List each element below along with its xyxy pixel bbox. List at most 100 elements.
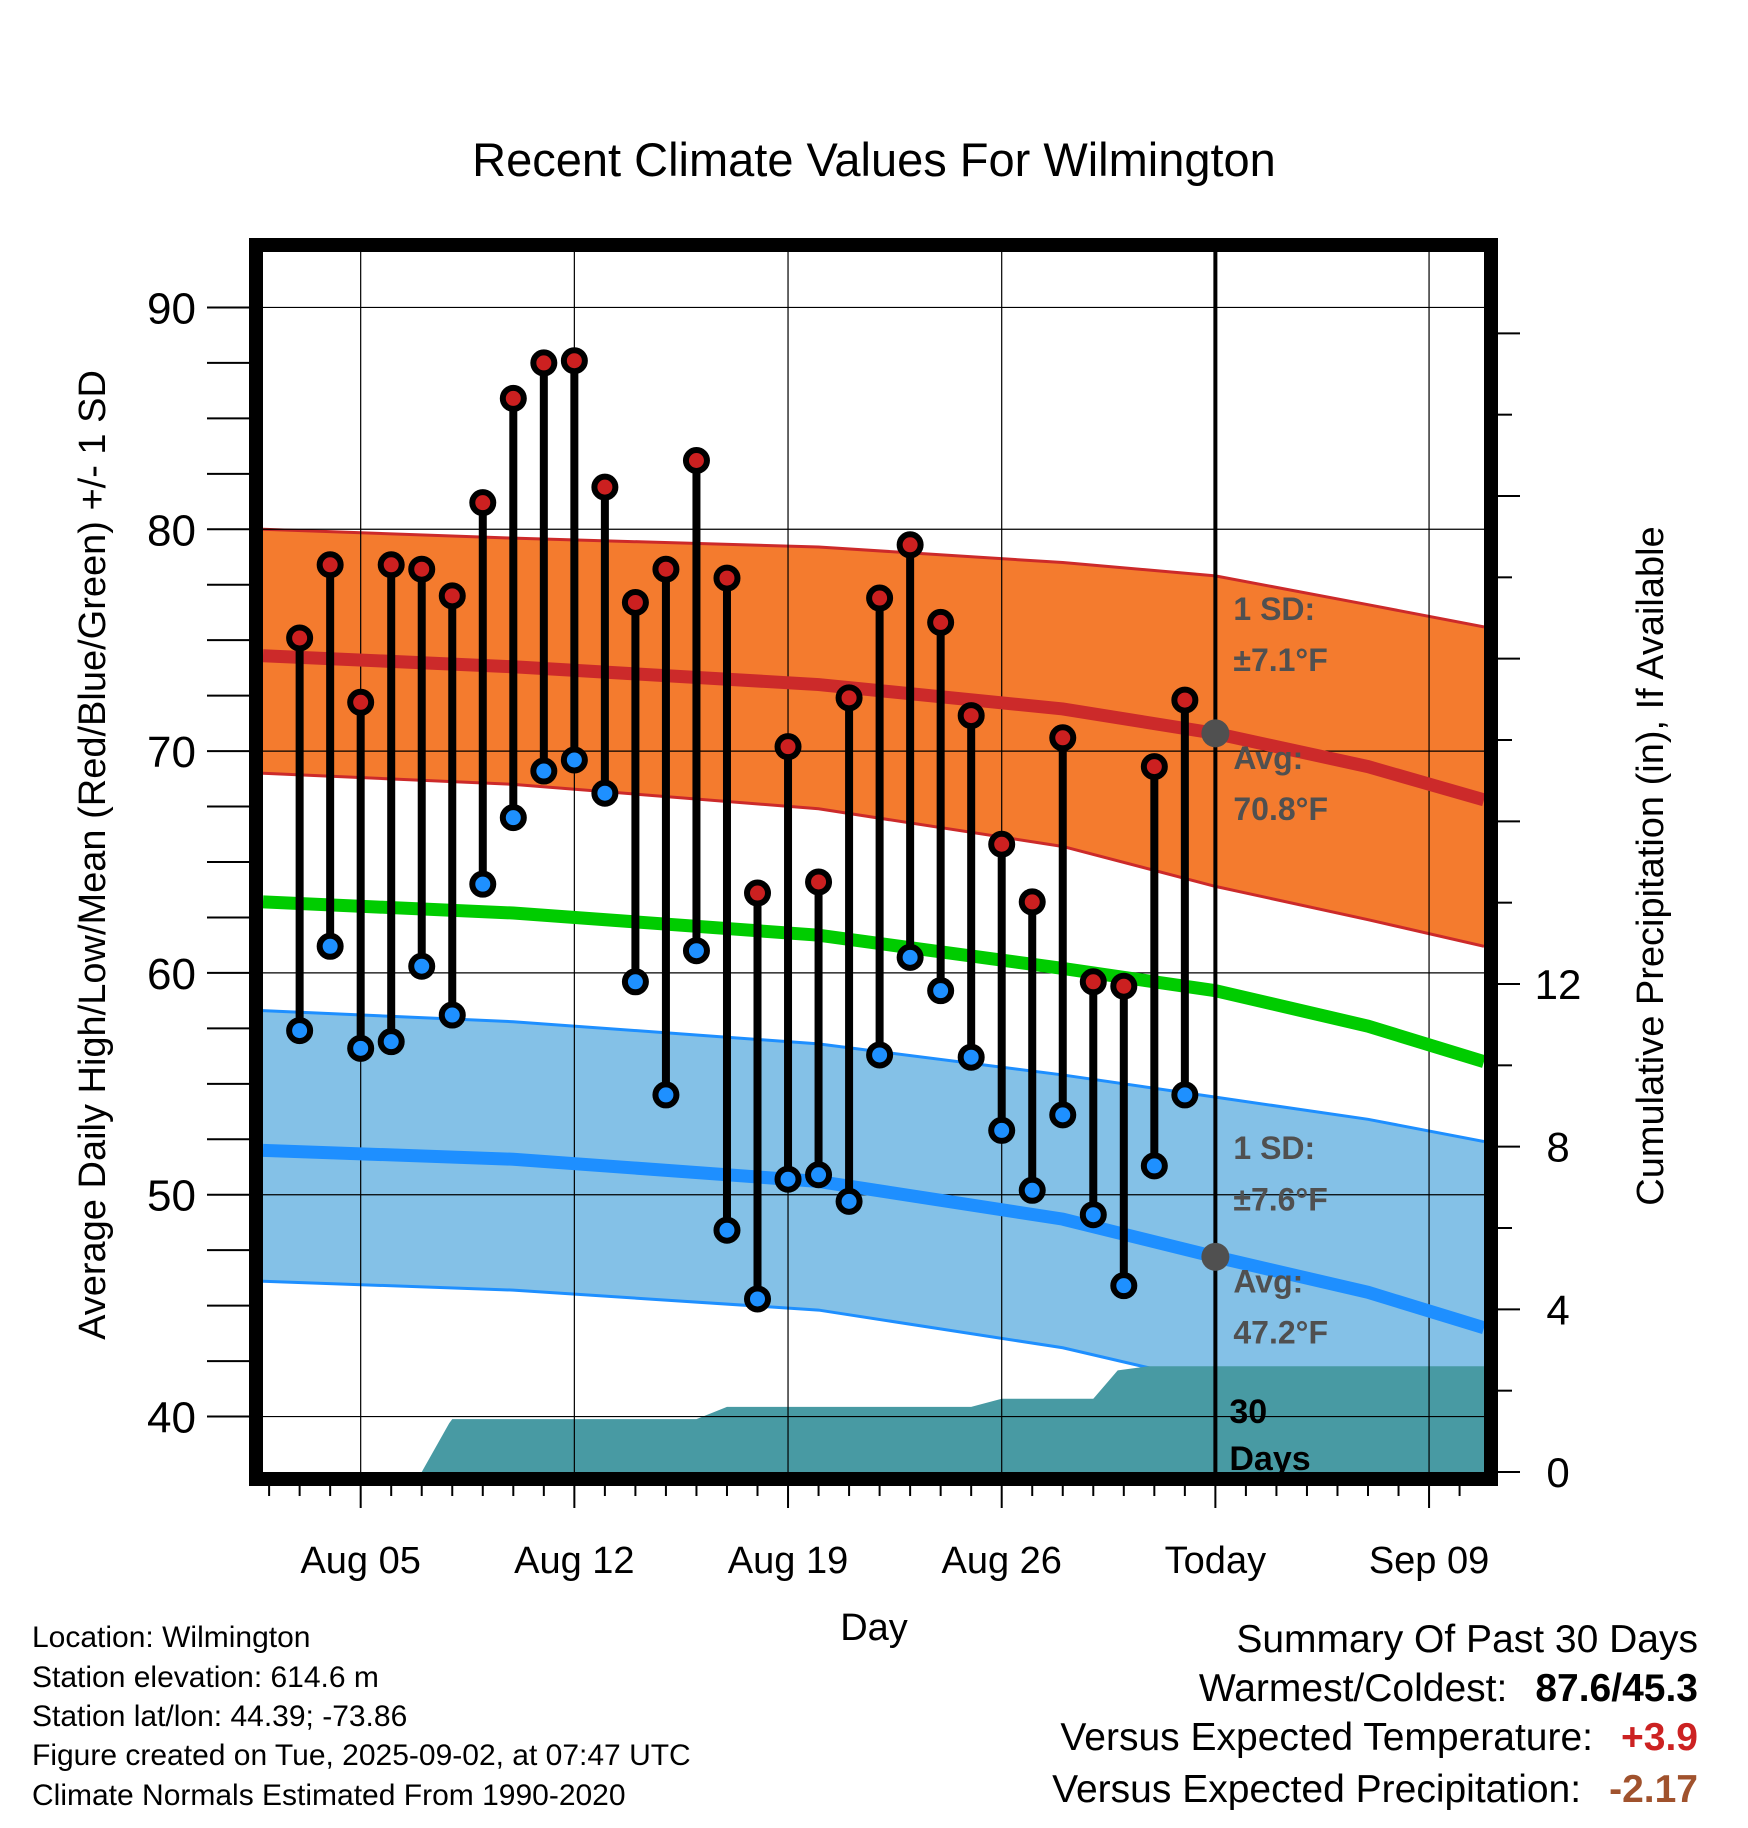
- daily-low-point: [805, 1161, 833, 1189]
- daily-high-point: [1110, 972, 1138, 1000]
- daily-low-point: [835, 1187, 863, 1215]
- daily-low-point: [1110, 1272, 1138, 1300]
- daily-high-point: [621, 588, 649, 616]
- daily-low-point: [774, 1165, 802, 1193]
- today-high-marker: [1201, 719, 1230, 748]
- precip-days-number: 30: [1229, 1393, 1267, 1431]
- daily-high-point: [957, 702, 985, 730]
- daily-high-point: [591, 473, 619, 501]
- y2-tick-label: 0: [1546, 1449, 1569, 1496]
- daily-low-point: [866, 1041, 894, 1069]
- daily-high-point: [408, 555, 436, 583]
- high-sd-label: 1 SD:: [1233, 591, 1315, 627]
- summary-precip: Versus Expected Precipitation: -2.17: [1052, 1768, 1698, 1812]
- warm-cold-label: Warmest/Coldest:: [1198, 1667, 1508, 1710]
- daily-low-point: [1171, 1081, 1199, 1109]
- daily-high-point: [438, 582, 466, 610]
- daily-high-point: [652, 555, 680, 583]
- daily-high-point: [866, 584, 894, 612]
- x-tick-label: Aug 05: [300, 1540, 420, 1582]
- daily-high-point: [1079, 968, 1107, 996]
- daily-low-point: [957, 1043, 985, 1071]
- precip-value: -2.17: [1609, 1768, 1698, 1811]
- precip-area: [421, 1366, 1484, 1472]
- plot-frame: [249, 238, 1498, 1486]
- daily-low-point: [744, 1285, 772, 1313]
- high-avg-value: 70.8°F: [1233, 791, 1328, 827]
- summary-warm-cold: Warmest/Coldest: 87.6/45.3: [1199, 1667, 1698, 1711]
- high-sd-band: [263, 529, 1484, 947]
- daily-low-point: [316, 932, 344, 960]
- chart-title: Recent Climate Values For Wilmington: [472, 133, 1276, 186]
- daily-low-point: [896, 943, 924, 971]
- high-sd-value: ±7.1°F: [1233, 642, 1327, 678]
- created-text: Figure created on Tue, 2025-09-02, at 07…: [32, 1739, 691, 1772]
- summary-title: Summary Of Past 30 Days: [1236, 1618, 1698, 1661]
- y2-tick-label: 8: [1546, 1124, 1569, 1171]
- y-tick-label: 40: [147, 1394, 196, 1443]
- daily-high-point: [560, 347, 588, 375]
- daily-low-point: [682, 937, 710, 965]
- low-sd-label: 1 SD:: [1233, 1130, 1315, 1166]
- daily-high-point: [377, 551, 405, 579]
- daily-low-point: [347, 1034, 375, 1062]
- daily-high-point: [1018, 888, 1046, 916]
- x-tick-label: Aug 19: [728, 1540, 848, 1582]
- daily-high-point: [347, 688, 375, 716]
- daily-high-point: [316, 551, 344, 579]
- x-tick-label: Aug 26: [941, 1540, 1061, 1582]
- daily-high-point: [988, 830, 1016, 858]
- daily-high-point: [682, 447, 710, 475]
- daily-low-point: [713, 1216, 741, 1244]
- daily-low-point: [652, 1081, 680, 1109]
- low-avg-label: Avg:: [1233, 1263, 1303, 1299]
- low-sd-band: [263, 1010, 1484, 1457]
- daily-high-point: [1049, 724, 1077, 752]
- daily-high-point: [469, 489, 497, 517]
- daily-high-point: [744, 879, 772, 907]
- y-axis-title: Average Daily High/Low/Mean (Red/Blue/Gr…: [72, 370, 114, 1340]
- y2-tick-label: 12: [1535, 961, 1582, 1008]
- x-tick-label: Today: [1165, 1540, 1266, 1582]
- daily-high-point: [835, 684, 863, 712]
- daily-high-point: [530, 349, 558, 377]
- y2-tick-label: 4: [1546, 1286, 1569, 1333]
- y-tick-label: 50: [147, 1172, 196, 1221]
- normals-text: Climate Normals Estimated From 1990-2020: [32, 1779, 626, 1812]
- daily-high-point: [896, 531, 924, 559]
- y-tick-label: 90: [147, 284, 196, 333]
- daily-low-point: [377, 1028, 405, 1056]
- temp-value: +3.9: [1621, 1716, 1698, 1759]
- daily-low-point: [927, 977, 955, 1005]
- elevation-text: Station elevation: 614.6 m: [32, 1661, 379, 1694]
- summary-temp: Versus Expected Temperature: +3.9: [1060, 1716, 1698, 1760]
- daily-high-point: [499, 384, 527, 412]
- daily-low-point: [408, 952, 436, 980]
- daily-low-point: [591, 779, 619, 807]
- warm-cold-value: 87.6/45.3: [1535, 1667, 1698, 1710]
- high-avg-label: Avg:: [1233, 740, 1303, 776]
- daily-low-point: [988, 1116, 1016, 1144]
- latlon-text: Station lat/lon: 44.39; -73.86: [32, 1700, 408, 1733]
- low-avg-value: 47.2°F: [1233, 1314, 1328, 1350]
- location-text: Location: Wilmington: [32, 1621, 311, 1654]
- daily-low-point: [1140, 1152, 1168, 1180]
- y-tick-label: 80: [147, 506, 196, 555]
- daily-high-point: [927, 608, 955, 636]
- y2-axis-title: Cumulative Precipitation (in), If Availa…: [1630, 526, 1672, 1205]
- daily-low-point: [560, 746, 588, 774]
- daily-high-point: [1171, 686, 1199, 714]
- daily-low-point: [286, 1017, 314, 1045]
- daily-low-point: [1079, 1201, 1107, 1229]
- precip-days-word: Days: [1229, 1440, 1310, 1478]
- low-sd-value: ±7.6°F: [1233, 1181, 1327, 1217]
- daily-high-point: [774, 733, 802, 761]
- plot-layer: [263, 252, 1484, 1472]
- daily-high-point: [713, 564, 741, 592]
- temp-label: Versus Expected Temperature:: [1060, 1716, 1593, 1759]
- daily-low-point: [469, 870, 497, 898]
- x-tick-label: Sep 09: [1369, 1540, 1489, 1582]
- y-tick-label: 60: [147, 950, 196, 999]
- x-tick-label: Aug 12: [514, 1540, 634, 1582]
- precip-label: Versus Expected Precipitation:: [1052, 1768, 1582, 1811]
